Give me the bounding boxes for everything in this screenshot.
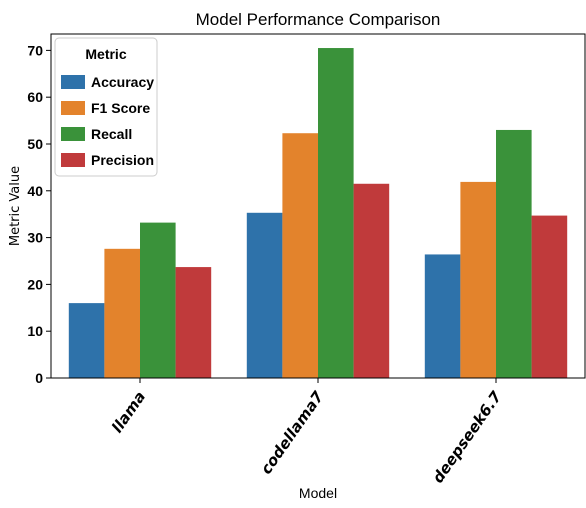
bar-deepseek6.7-recall [496,129,532,378]
legend-swatch-precision [61,153,85,167]
y-tick-label: 60 [27,89,43,105]
bar-deepseek6.7-accuracy [424,254,461,378]
y-axis-label: Metric Value [8,166,23,246]
plot-frame [50,33,586,379]
x-tick-label: codellama7 [257,388,328,478]
legend: Metric Accuracy F1 Score Recall Precision [54,37,158,177]
bar-codellama7-f1-score [282,133,318,378]
legend-label: Recall [91,126,132,142]
y-tick-label: 10 [27,323,43,339]
y-tick-label: 40 [27,183,43,199]
y-tick-label: 20 [27,276,43,292]
bar-llama-f1-score [104,248,140,378]
chart-title: Model Performance Comparison [196,10,441,29]
y-tick-label: 30 [27,230,43,246]
legend-label: Accuracy [91,74,154,90]
legend-box [54,37,158,177]
bar-llama-precision [175,267,212,378]
bar-deepseek6.7-precision [531,215,568,378]
y-tick-label: 0 [35,370,43,386]
bar-codellama7-accuracy [246,212,283,378]
bar-deepseek6.7-f1-score [460,181,496,378]
y-tick-label: 50 [27,136,43,152]
bar-llama-accuracy [68,303,105,378]
x-tick-label: llama [108,388,149,436]
x-axis-label: Model [299,485,337,501]
legend-label: F1 Score [91,100,150,116]
bar-codellama7-recall [318,48,354,378]
bar-llama-recall [140,222,176,378]
x-tick-label: deepseek6.7 [429,388,506,487]
bar-codellama7-precision [353,183,390,378]
y-tick-label: 70 [27,42,43,58]
legend-label: Precision [91,152,154,168]
legend-swatch-f1-score [61,101,85,115]
legend-title: Metric [85,46,126,62]
legend-swatch-recall [61,127,85,141]
legend-swatch-accuracy [61,75,85,89]
